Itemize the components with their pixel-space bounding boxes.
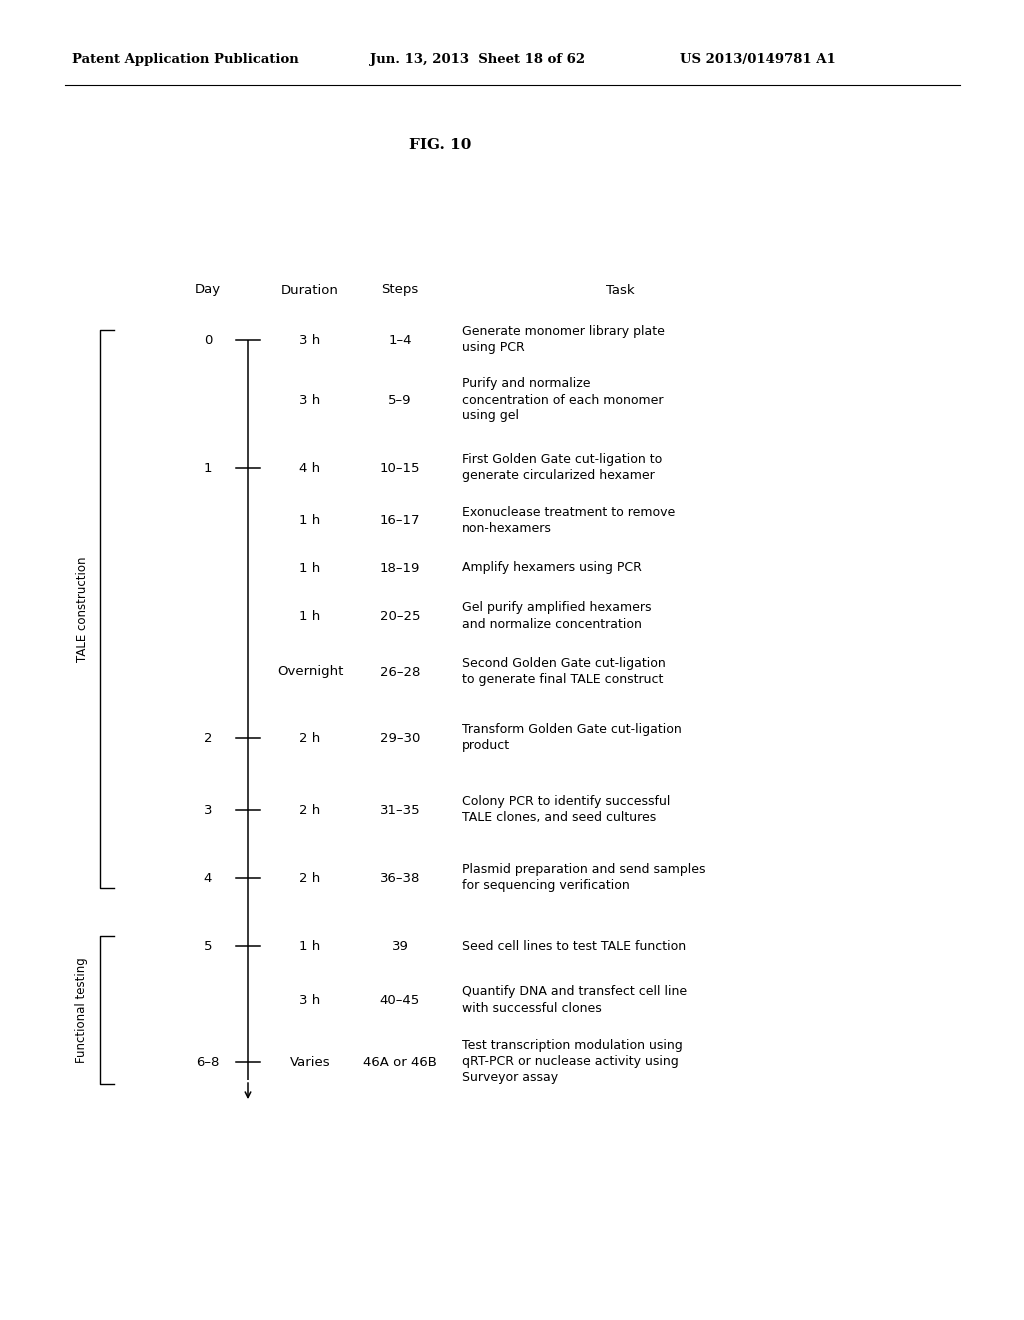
Text: Jun. 13, 2013  Sheet 18 of 62: Jun. 13, 2013 Sheet 18 of 62 <box>370 54 585 66</box>
Text: 10–15: 10–15 <box>380 462 420 474</box>
Text: 3 h: 3 h <box>299 393 321 407</box>
Text: 4 h: 4 h <box>299 462 321 474</box>
Text: 40–45: 40–45 <box>380 994 420 1006</box>
Text: 29–30: 29–30 <box>380 731 420 744</box>
Text: TALE construction: TALE construction <box>76 556 88 661</box>
Text: Seed cell lines to test TALE function: Seed cell lines to test TALE function <box>462 940 686 953</box>
Text: Quantify DNA and transfect cell line
with successful clones: Quantify DNA and transfect cell line wit… <box>462 986 687 1015</box>
Text: Generate monomer library plate
using PCR: Generate monomer library plate using PCR <box>462 326 665 355</box>
Text: 2 h: 2 h <box>299 804 321 817</box>
Text: Overnight: Overnight <box>276 665 343 678</box>
Text: 46A or 46B: 46A or 46B <box>364 1056 437 1068</box>
Text: 36–38: 36–38 <box>380 871 420 884</box>
Text: 2: 2 <box>204 731 212 744</box>
Text: Transform Golden Gate cut-ligation
product: Transform Golden Gate cut-ligation produ… <box>462 723 682 752</box>
Text: First Golden Gate cut-ligation to
generate circularized hexamer: First Golden Gate cut-ligation to genera… <box>462 454 663 483</box>
Text: 1 h: 1 h <box>299 513 321 527</box>
Text: Functional testing: Functional testing <box>76 957 88 1063</box>
Text: 1 h: 1 h <box>299 561 321 574</box>
Text: Second Golden Gate cut-ligation
to generate final TALE construct: Second Golden Gate cut-ligation to gener… <box>462 657 666 686</box>
Text: 6–8: 6–8 <box>197 1056 220 1068</box>
Text: 26–28: 26–28 <box>380 665 420 678</box>
Text: Colony PCR to identify successful
TALE clones, and seed cultures: Colony PCR to identify successful TALE c… <box>462 796 671 825</box>
Text: 1: 1 <box>204 462 212 474</box>
Text: Varies: Varies <box>290 1056 331 1068</box>
Text: 0: 0 <box>204 334 212 346</box>
Text: 5: 5 <box>204 940 212 953</box>
Text: 16–17: 16–17 <box>380 513 420 527</box>
Text: Gel purify amplified hexamers
and normalize concentration: Gel purify amplified hexamers and normal… <box>462 602 651 631</box>
Text: 5–9: 5–9 <box>388 393 412 407</box>
Text: 4: 4 <box>204 871 212 884</box>
Text: 31–35: 31–35 <box>380 804 420 817</box>
Text: 3 h: 3 h <box>299 334 321 346</box>
Text: US 2013/0149781 A1: US 2013/0149781 A1 <box>680 54 836 66</box>
Text: 20–25: 20–25 <box>380 610 420 623</box>
Text: 1 h: 1 h <box>299 610 321 623</box>
Text: Duration: Duration <box>281 284 339 297</box>
Text: 1 h: 1 h <box>299 940 321 953</box>
Text: 3 h: 3 h <box>299 994 321 1006</box>
Text: Plasmid preparation and send samples
for sequencing verification: Plasmid preparation and send samples for… <box>462 863 706 892</box>
Text: Day: Day <box>195 284 221 297</box>
Text: Patent Application Publication: Patent Application Publication <box>72 54 299 66</box>
Text: Task: Task <box>605 284 634 297</box>
Text: Amplify hexamers using PCR: Amplify hexamers using PCR <box>462 561 642 574</box>
Text: Purify and normalize
concentration of each monomer
using gel: Purify and normalize concentration of ea… <box>462 378 664 422</box>
Text: Steps: Steps <box>381 284 419 297</box>
Text: Test transcription modulation using
qRT-PCR or nuclease activity using
Surveyor : Test transcription modulation using qRT-… <box>462 1040 683 1085</box>
Text: 3: 3 <box>204 804 212 817</box>
Text: 2 h: 2 h <box>299 871 321 884</box>
Text: 1–4: 1–4 <box>388 334 412 346</box>
Text: 18–19: 18–19 <box>380 561 420 574</box>
Text: 2 h: 2 h <box>299 731 321 744</box>
Text: FIG. 10: FIG. 10 <box>409 139 471 152</box>
Text: Exonuclease treatment to remove
non-hexamers: Exonuclease treatment to remove non-hexa… <box>462 506 675 535</box>
Text: 39: 39 <box>391 940 409 953</box>
